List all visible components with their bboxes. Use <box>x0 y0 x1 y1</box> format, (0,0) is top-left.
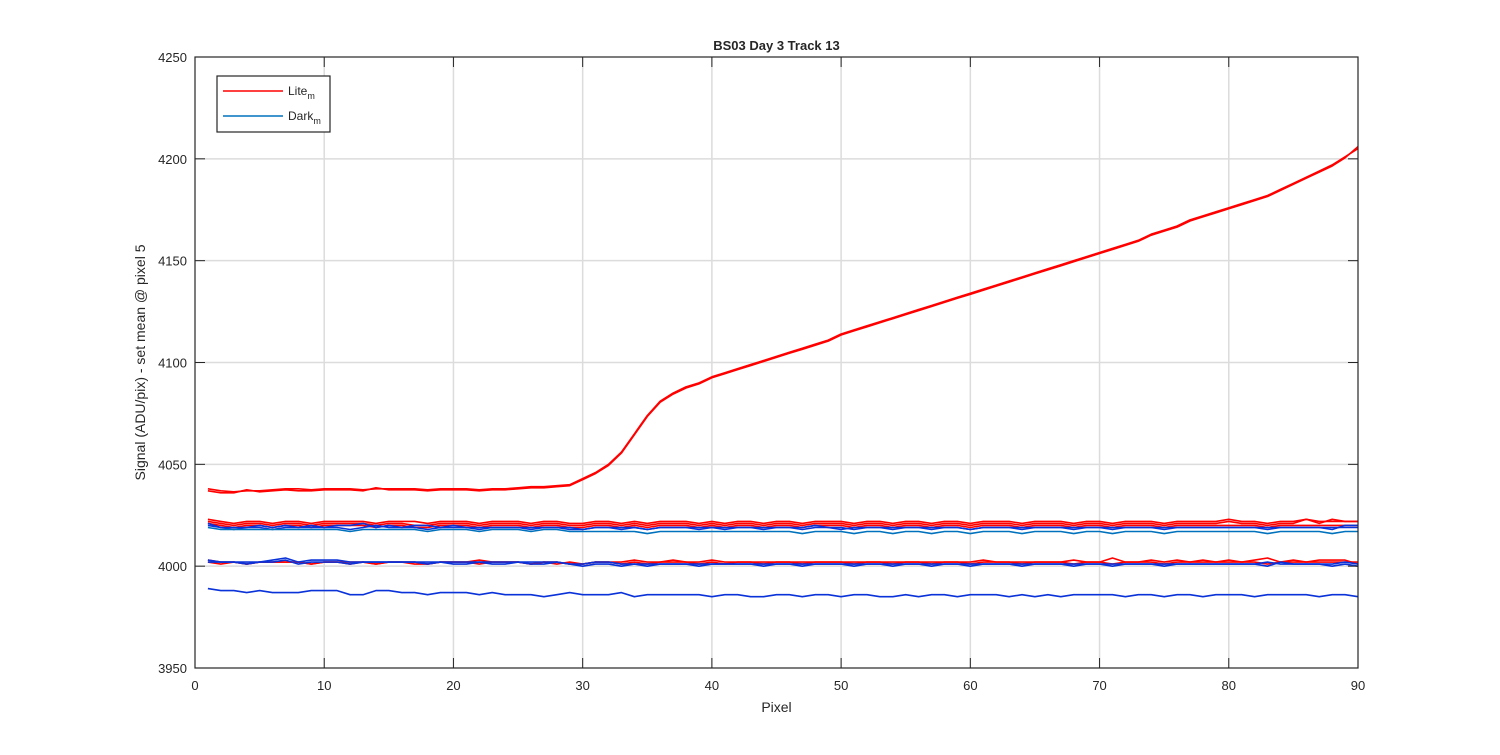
y-tick-label: 4050 <box>158 457 187 472</box>
x-tick-label: 70 <box>1092 678 1106 693</box>
series-line <box>207 518 1358 525</box>
x-tick-label: 20 <box>446 678 460 693</box>
y-tick-label: 4100 <box>158 356 187 371</box>
legend-box <box>216 75 331 133</box>
legend-label-subscript: m <box>313 116 321 126</box>
x-tick-label: 60 <box>963 678 977 693</box>
axes: 0 10 20 30 40 50 60 70 80 90395040004050410041504… <box>158 50 1365 693</box>
series-line <box>207 587 1359 598</box>
series-lines <box>207 145 1359 598</box>
series-line <box>207 559 1359 568</box>
x-tick-label: 40 <box>705 678 719 693</box>
series-line <box>207 518 1358 527</box>
chart-title: BS03 Day 3 Track 13 <box>713 38 839 53</box>
y-tick-label: 4000 <box>158 559 187 574</box>
x-tick-label: 80 <box>1222 678 1236 693</box>
y-tick-label: 4250 <box>158 50 187 65</box>
y-axis-label: Signal (ADU/pix) - set mean @ pixel 5 <box>132 244 148 480</box>
series-line <box>207 522 1358 531</box>
y-tick-label: 4150 <box>158 254 187 269</box>
grid <box>195 57 1358 668</box>
x-tick-label: 30 <box>575 678 589 693</box>
x-tick-label: 10 <box>317 678 331 693</box>
legend-label-subscript: m <box>307 91 315 101</box>
legend-label: Darkm <box>288 109 321 126</box>
series-line <box>207 526 1358 535</box>
y-tick-label: 4200 <box>158 152 187 167</box>
series-line <box>207 145 1359 494</box>
x-tick-label: 90 <box>1351 678 1365 693</box>
y-tick-label: 3950 <box>158 661 187 676</box>
x-axis-label: Pixel <box>761 699 791 715</box>
x-tick-label: 0 <box>191 678 198 693</box>
x-tick-label: 50 <box>834 678 848 693</box>
series-line <box>207 147 1359 493</box>
